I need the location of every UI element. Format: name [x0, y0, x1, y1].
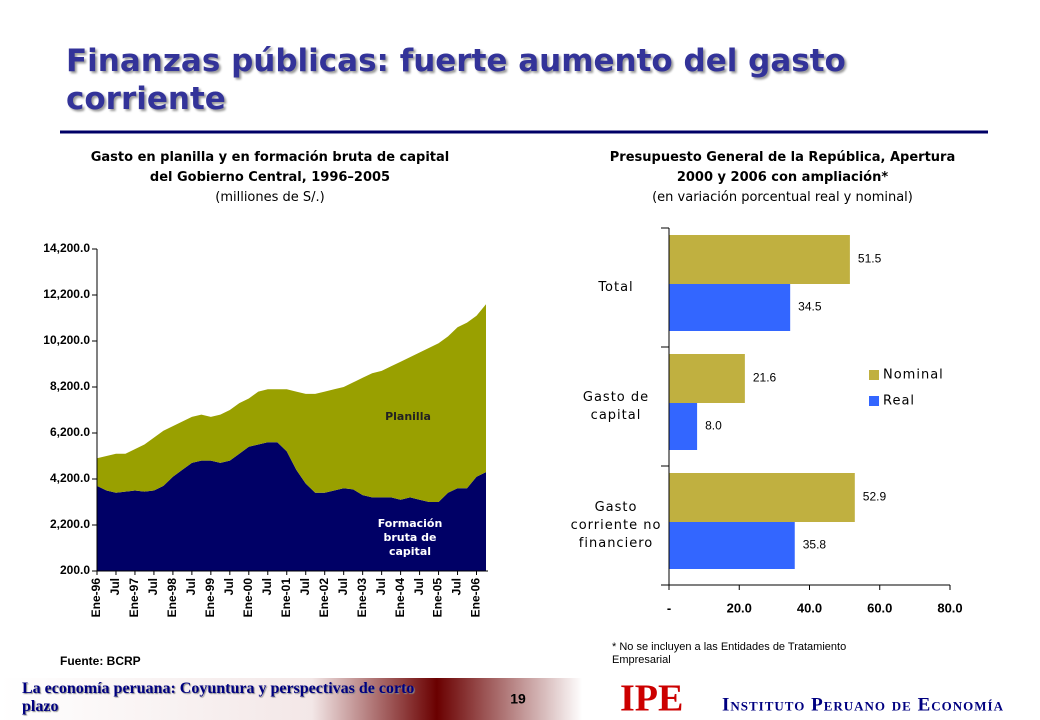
value-label: 35.8	[803, 538, 827, 552]
category-label: Gasto de capital	[582, 389, 650, 423]
y-tick-label: 200.0	[60, 563, 90, 577]
x-tick-label: Jul	[146, 578, 160, 595]
y-tick-label: 6,200.0	[50, 425, 90, 439]
bar	[669, 235, 850, 284]
value-label: 52.9	[863, 490, 887, 504]
institute: Instituto Peruano de Economía	[722, 694, 1004, 715]
bar	[669, 522, 795, 569]
x-tick-label: Jul	[260, 578, 274, 595]
x-tick-label: Ene-02	[317, 578, 331, 618]
x-tick-label: Jul	[108, 578, 122, 595]
chart2-subtitle: (en variación porcentual real y nominal)	[652, 190, 913, 205]
chart1-title: Gasto en planilla y en formación bruta d…	[90, 150, 450, 185]
page-number: 19	[510, 691, 526, 707]
chart1-subtitle: (milliones de S/.)	[215, 190, 325, 205]
value-label: 21.6	[753, 371, 777, 385]
x-tick-label: Jul	[450, 578, 464, 595]
x-tick-label: Jul	[184, 578, 198, 595]
footer-text-box: La economía peruana: Coyuntura y perspec…	[22, 680, 415, 715]
category-label: Gasto corriente no financiero	[570, 499, 662, 551]
x-tick-label: Ene-04	[393, 578, 407, 618]
legend-label: Real	[883, 394, 915, 409]
footer-band	[0, 678, 1040, 720]
bar	[669, 284, 791, 331]
category-label-box: Total	[598, 279, 634, 295]
x-tick-label: 40.0	[797, 600, 822, 615]
bar	[669, 403, 698, 450]
x-tick-label: Ene-00	[241, 578, 255, 618]
area-label-box: Planilla	[385, 410, 431, 423]
legend-swatch	[869, 396, 879, 406]
area-label-box: Formación bruta de capital	[377, 517, 443, 558]
logo: IPE	[620, 678, 683, 720]
chart2-title: Presupuesto General de la República, Ape…	[609, 150, 956, 185]
legend-label: Nominal	[883, 368, 944, 383]
y-tick-label: 12,200.0	[43, 287, 90, 301]
value-label: 51.5	[858, 252, 882, 266]
slide-title-box: Finanzas públicas: fuerte aumento del ga…	[66, 43, 846, 117]
category-label: Total	[598, 279, 634, 295]
area	[97, 442, 486, 571]
x-tick-label: Ene-98	[165, 578, 179, 618]
x-tick-label: 20.0	[727, 600, 752, 615]
chart2-title-box: Presupuesto General de la República, Ape…	[609, 150, 956, 205]
x-tick-label: Ene-96	[89, 578, 103, 618]
x-tick-label: Jul	[222, 578, 236, 595]
y-tick-label: 10,200.0	[43, 333, 90, 347]
x-tick-label: Ene-97	[127, 578, 141, 618]
x-tick-label: Ene-03	[355, 578, 369, 618]
x-tick-label: Jul	[298, 578, 312, 595]
bar	[669, 473, 855, 522]
value-label: 34.5	[798, 300, 822, 314]
x-tick-label: Jul	[412, 578, 426, 595]
chart1-title-box: Gasto en planilla y en formación bruta d…	[90, 150, 450, 205]
x-tick-label: 80.0	[937, 600, 962, 615]
x-tick-label: Jul	[336, 578, 350, 595]
source: Fuente: BCRP	[60, 654, 141, 668]
x-tick-label: Jul	[374, 578, 388, 595]
x-tick-label: 60.0	[867, 600, 892, 615]
y-tick-label: 8,200.0	[50, 379, 90, 393]
value-label: 8.0	[705, 419, 722, 433]
area	[97, 304, 486, 502]
x-tick-label: -	[667, 600, 671, 615]
note: * No se incluyen a las Entidades de Trat…	[612, 641, 847, 666]
slide-title: Finanzas públicas: fuerte aumento del ga…	[66, 43, 846, 117]
note-box: * No se incluyen a las Entidades de Trat…	[612, 641, 847, 666]
x-tick-label: Ene-06	[469, 578, 483, 618]
category-label-box: Gasto corriente no financiero	[570, 499, 662, 551]
area-label: Formación bruta de capital	[377, 517, 443, 558]
category-label-box: Gasto de capital	[582, 389, 650, 423]
area-label: Planilla	[385, 410, 431, 423]
x-tick-label: Ene-05	[431, 578, 445, 618]
x-tick-label: Ene-01	[279, 578, 293, 618]
y-tick-label: 14,200.0	[43, 241, 90, 255]
y-tick-label: 2,200.0	[50, 517, 90, 531]
bar	[669, 354, 745, 403]
y-tick-label: 4,200.0	[50, 471, 90, 485]
legend-swatch	[869, 370, 879, 380]
footer-text: La economía peruana: Coyuntura y perspec…	[22, 680, 415, 715]
x-tick-label: Ene-99	[203, 578, 217, 618]
